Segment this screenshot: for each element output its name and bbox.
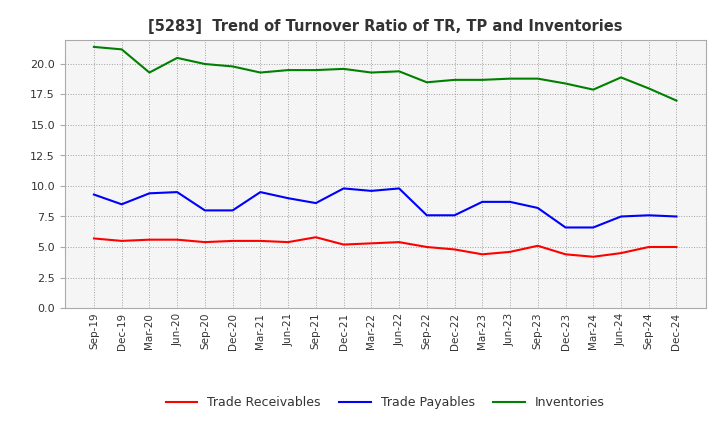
Inventories — [173, 55, 181, 61]
Trade Receivables — [284, 239, 292, 245]
Trade Payables — [117, 202, 126, 207]
Trade Payables — [478, 199, 487, 205]
Line: Inventories: Inventories — [94, 47, 677, 101]
Inventories — [534, 76, 542, 81]
Trade Receivables — [173, 237, 181, 242]
Trade Receivables — [505, 249, 514, 254]
Inventories — [478, 77, 487, 82]
Inventories — [339, 66, 348, 72]
Inventories — [644, 86, 653, 91]
Inventories — [505, 76, 514, 81]
Trade Receivables — [423, 244, 431, 249]
Line: Trade Receivables: Trade Receivables — [94, 237, 677, 257]
Trade Payables — [672, 214, 681, 219]
Trade Payables — [89, 192, 98, 197]
Inventories — [672, 98, 681, 103]
Trade Payables — [367, 188, 376, 194]
Trade Receivables — [228, 238, 237, 244]
Inventories — [228, 64, 237, 69]
Inventories — [367, 70, 376, 75]
Trade Receivables — [534, 243, 542, 249]
Trade Receivables — [339, 242, 348, 247]
Trade Payables — [312, 201, 320, 206]
Inventories — [423, 80, 431, 85]
Trade Payables — [284, 195, 292, 201]
Trade Payables — [589, 225, 598, 230]
Trade Receivables — [312, 235, 320, 240]
Inventories — [589, 87, 598, 92]
Inventories — [284, 67, 292, 73]
Inventories — [561, 81, 570, 86]
Trade Payables — [616, 214, 625, 219]
Inventories — [450, 77, 459, 82]
Trade Payables — [256, 190, 265, 195]
Trade Receivables — [367, 241, 376, 246]
Trade Payables — [201, 208, 210, 213]
Trade Receivables — [478, 252, 487, 257]
Inventories — [395, 69, 403, 74]
Trade Payables — [561, 225, 570, 230]
Inventories — [256, 70, 265, 75]
Trade Payables — [339, 186, 348, 191]
Trade Receivables — [616, 250, 625, 256]
Trade Receivables — [395, 239, 403, 245]
Line: Trade Payables: Trade Payables — [94, 188, 677, 227]
Trade Receivables — [672, 244, 681, 249]
Trade Receivables — [644, 244, 653, 249]
Legend: Trade Receivables, Trade Payables, Inventories: Trade Receivables, Trade Payables, Inven… — [161, 392, 610, 414]
Trade Receivables — [561, 252, 570, 257]
Inventories — [89, 44, 98, 50]
Trade Payables — [505, 199, 514, 205]
Trade Receivables — [450, 247, 459, 252]
Trade Payables — [395, 186, 403, 191]
Trade Receivables — [256, 238, 265, 244]
Inventories — [312, 67, 320, 73]
Inventories — [201, 61, 210, 66]
Trade Payables — [644, 213, 653, 218]
Trade Payables — [145, 191, 154, 196]
Inventories — [145, 70, 154, 75]
Trade Receivables — [145, 237, 154, 242]
Trade Receivables — [589, 254, 598, 260]
Trade Payables — [423, 213, 431, 218]
Inventories — [616, 75, 625, 80]
Inventories — [117, 47, 126, 52]
Title: [5283]  Trend of Turnover Ratio of TR, TP and Inventories: [5283] Trend of Turnover Ratio of TR, TP… — [148, 19, 623, 34]
Trade Payables — [534, 205, 542, 211]
Trade Payables — [173, 190, 181, 195]
Trade Receivables — [89, 236, 98, 241]
Trade Receivables — [201, 239, 210, 245]
Trade Receivables — [117, 238, 126, 244]
Trade Payables — [450, 213, 459, 218]
Trade Payables — [228, 208, 237, 213]
